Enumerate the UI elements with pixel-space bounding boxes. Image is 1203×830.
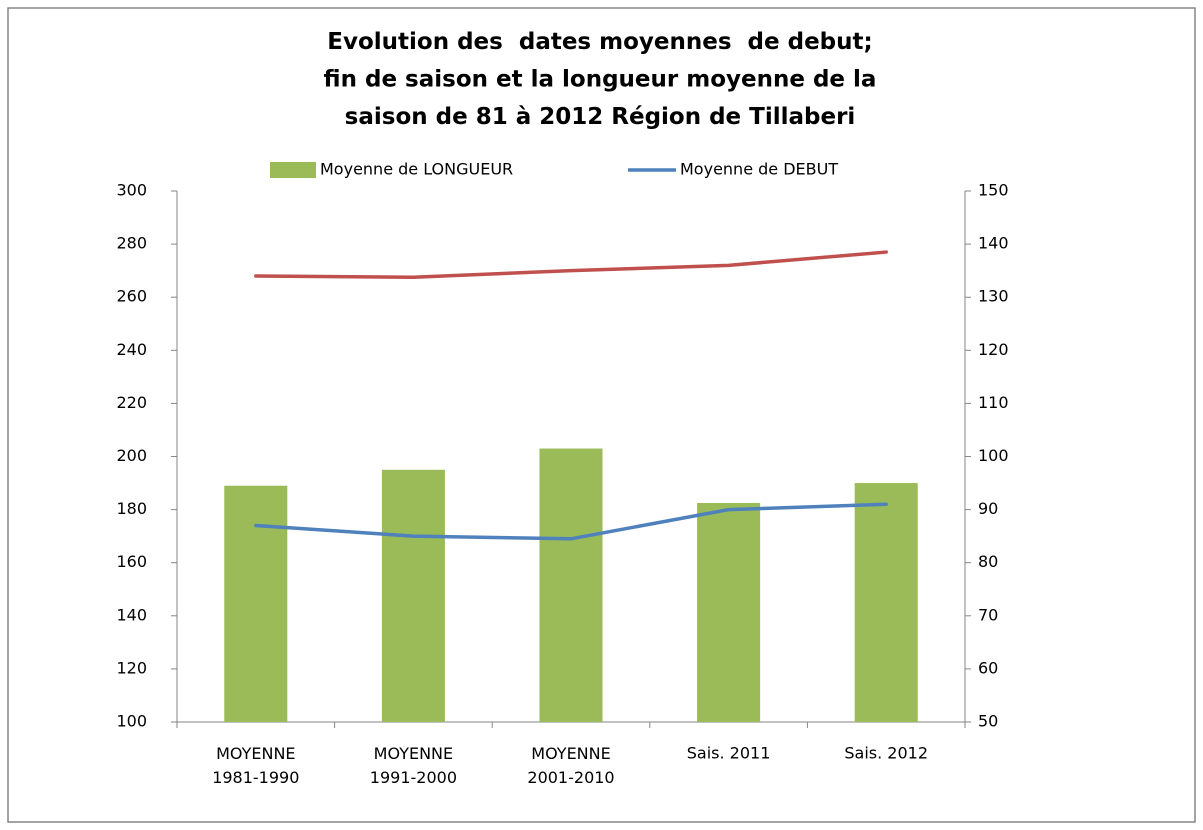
bar <box>697 502 761 722</box>
y2-tick-label: 110 <box>978 393 1009 412</box>
y-tick-label: 220 <box>116 393 147 412</box>
y-tick-label: 180 <box>116 499 147 518</box>
line <box>254 250 888 280</box>
legend-label: Moyenne de DEBUT <box>680 160 838 179</box>
y-tick-label: 260 <box>116 287 147 306</box>
y2-tick-label: 130 <box>978 287 1009 306</box>
y2-tick-label: 50 <box>978 712 998 731</box>
y-tick-label: 140 <box>116 605 147 624</box>
y2-tick-label: 80 <box>978 552 998 571</box>
chart-title: Evolution des dates moyennes de debut; fi… <box>324 29 877 130</box>
y-tick-label: 160 <box>116 552 147 571</box>
y2-tick-label: 60 <box>978 658 998 677</box>
bar <box>224 485 288 722</box>
x-tick-label: Sais. 2012 <box>844 744 928 763</box>
y2-tick-label: 100 <box>978 446 1009 465</box>
legend-label: Moyenne de LONGUEUR <box>320 160 513 179</box>
line <box>254 502 888 541</box>
y-tick-label: 120 <box>116 658 147 677</box>
y2-tick-label: 120 <box>978 340 1009 359</box>
y-tick-label: 240 <box>116 340 147 359</box>
y-tick-label: 100 <box>116 712 147 731</box>
bar <box>854 483 918 722</box>
y2-tick-label: 140 <box>978 234 1009 253</box>
y-tick-label: 300 <box>116 181 147 200</box>
x-tick-label: MOYENNE 1991-2000 <box>370 744 457 787</box>
y-tick-label: 200 <box>116 446 147 465</box>
legend-swatch <box>270 162 316 178</box>
bar <box>539 448 603 722</box>
bar <box>381 469 445 722</box>
x-tick-label: MOYENNE 1981-1990 <box>212 744 299 787</box>
x-tick-label: MOYENNE 2001-2010 <box>527 744 614 787</box>
x-tick-label: Sais. 2011 <box>687 744 771 763</box>
y2-tick-label: 90 <box>978 499 998 518</box>
y2-tick-label: 70 <box>978 605 998 624</box>
y2-tick-label: 150 <box>978 181 1009 200</box>
y-tick-label: 280 <box>116 234 147 253</box>
